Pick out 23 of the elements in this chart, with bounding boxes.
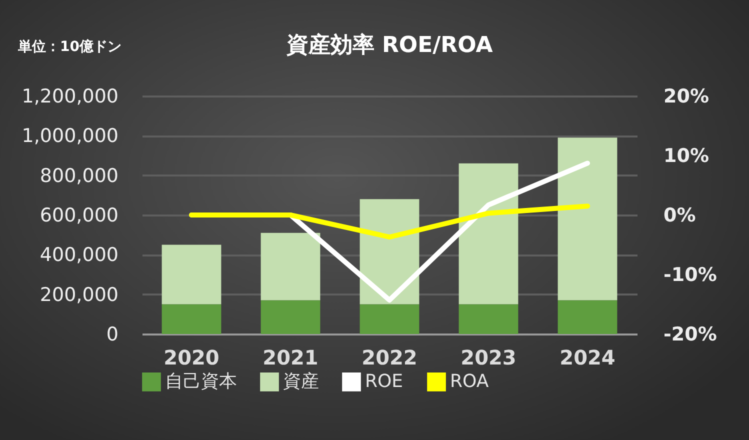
y-tick-label: 400,000 <box>40 244 118 266</box>
y2-tick-label: -10% <box>664 264 717 286</box>
x-tick-label: 2022 <box>362 346 418 370</box>
y-tick-label: 1,200,000 <box>22 86 118 108</box>
y-tick-label: 800,000 <box>40 164 118 187</box>
y2-tick-label: 10% <box>664 145 709 167</box>
y-tick-label: 1,000,000 <box>22 125 118 148</box>
x-tick-label: 2023 <box>460 346 516 370</box>
legend-label: ROA <box>450 370 490 392</box>
text: 単位：10億ドン <box>18 38 122 56</box>
legend-label: 資産 <box>283 370 319 392</box>
legend-label: 自己資本 <box>165 370 237 392</box>
y-tick-label: 200,000 <box>40 284 118 306</box>
y2-tick-label: 20% <box>664 86 709 108</box>
y2-tick-label: 0% <box>664 204 696 226</box>
y-tick-label: 0 <box>106 324 118 346</box>
chart-title: 資産効率 ROE/ROA <box>285 32 493 58</box>
y-tick-label: 600,000 <box>40 204 118 226</box>
x-tick-label: 2020 <box>164 346 220 370</box>
x-tick-label: 2021 <box>262 346 318 370</box>
y2-tick-label: -20% <box>664 324 717 346</box>
x-tick-label: 2024 <box>560 346 616 370</box>
legend-label: ROE <box>365 370 404 392</box>
